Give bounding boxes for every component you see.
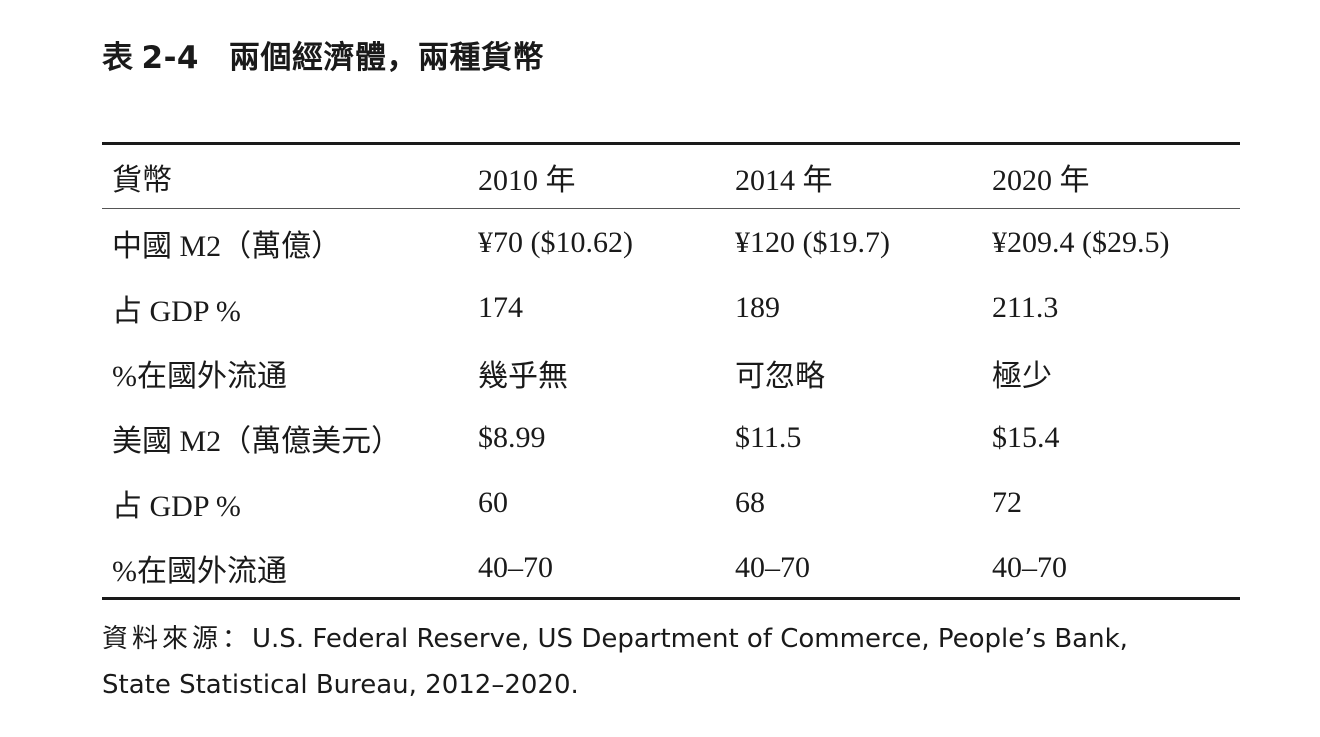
table-title-number: 2-4 [141, 40, 200, 76]
table-cell: 可忽略 [735, 359, 825, 393]
source-line-1: U.S. Federal Reserve, US Department of C… [252, 624, 1128, 654]
header-cell-2010: 2010 年 [478, 163, 576, 197]
table-header-row: 貨幣 2010 年 2014 年 2020 年 [102, 145, 1240, 208]
row-label: 占 GDP % [112, 489, 241, 523]
currency-table: 貨幣 2010 年 2014 年 2020 年 中國 M2（萬億） ¥70 ($… [102, 145, 1240, 600]
table-row: 占 GDP % 60 68 72 [102, 470, 1240, 535]
table-row: 占 GDP % 174 189 211.3 [102, 275, 1240, 340]
table-title-label: 表 [102, 40, 134, 76]
table-cell: ¥120 ($19.7) [735, 225, 890, 259]
table-row: 中國 M2（萬億） ¥70 ($10.62) ¥120 ($19.7) ¥209… [102, 208, 1240, 275]
table-cell: 40–70 [735, 550, 810, 584]
table-cell: 40–70 [992, 550, 1067, 584]
table-cell: ¥70 ($10.62) [478, 225, 633, 259]
source-line-2: State Statistical Bureau, 2012–2020. [102, 670, 579, 700]
table-cell: 211.3 [992, 290, 1059, 324]
table-cell: 極少 [992, 359, 1052, 393]
table-cell: ¥209.4 ($29.5) [992, 225, 1170, 259]
table-cell: $8.99 [478, 420, 546, 454]
table-title: 表 2-4 兩個經濟體，兩種貨幣 [102, 32, 544, 77]
table-cell: 174 [478, 290, 523, 324]
table-row: %在國外流通 幾乎無 可忽略 極少 [102, 340, 1240, 405]
table-title-text: 兩個經濟體，兩種貨幣 [229, 40, 545, 76]
header-cell-2020: 2020 年 [992, 163, 1090, 197]
row-label: %在國外流通 [112, 359, 287, 393]
row-label: 占 GDP % [112, 294, 241, 328]
table-header-rule [102, 208, 1240, 209]
table-cell: 幾乎無 [478, 359, 568, 393]
row-label: 中國 M2（萬億） [112, 229, 342, 263]
table-cell: $15.4 [992, 420, 1060, 454]
table-cell: 72 [992, 485, 1022, 519]
table-bottom-rule [102, 597, 1240, 600]
table-row: %在國外流通 40–70 40–70 40–70 [102, 535, 1240, 600]
row-label: %在國外流通 [112, 554, 287, 588]
source-label: 資料來源： [102, 624, 253, 654]
table-cell: 60 [478, 485, 508, 519]
table-top-rule [102, 142, 1240, 145]
table-cell: $11.5 [735, 420, 802, 454]
source-note: 資料來源：U.S. Federal Reserve, US Department… [102, 616, 1252, 708]
table-cell: 40–70 [478, 550, 553, 584]
table-cell: 68 [735, 485, 765, 519]
table-cell: 189 [735, 290, 780, 324]
table-row: 美國 M2（萬億美元） $8.99 $11.5 $15.4 [102, 405, 1240, 470]
row-label: 美國 M2（萬億美元） [112, 424, 402, 458]
header-cell-currency: 貨幣 [112, 163, 172, 197]
header-cell-2014: 2014 年 [735, 163, 833, 197]
